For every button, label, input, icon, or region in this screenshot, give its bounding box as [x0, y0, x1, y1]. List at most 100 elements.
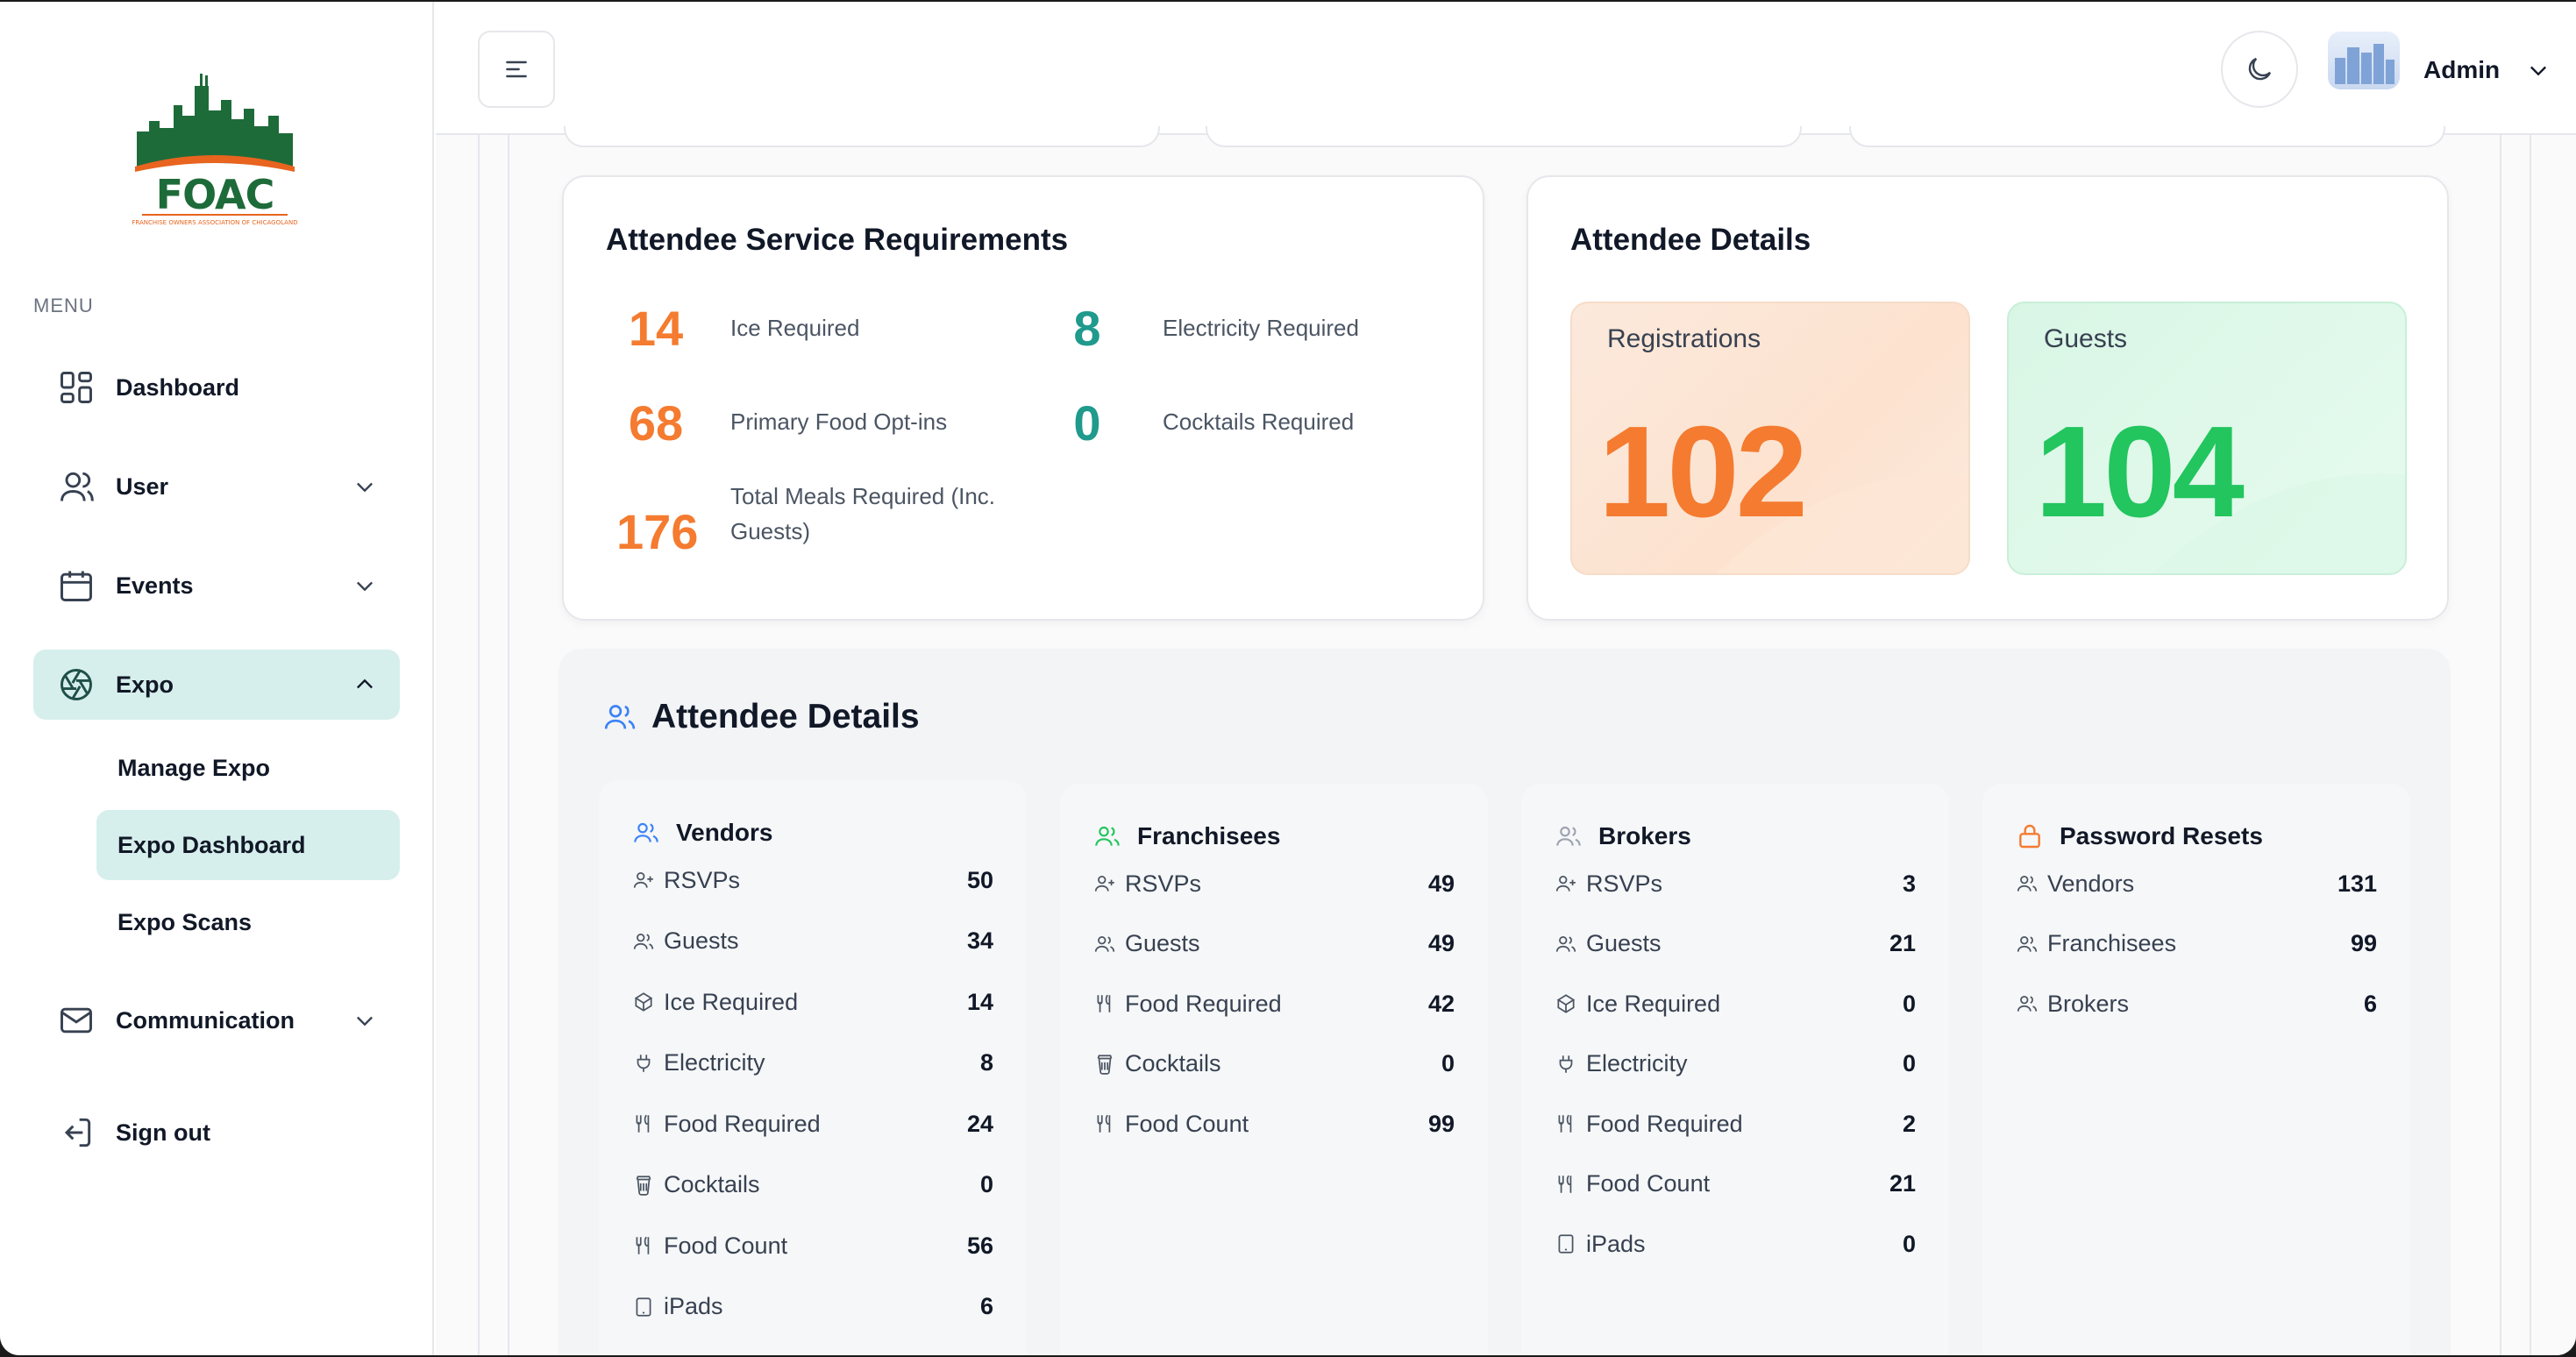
row-value: 2 [1902, 1110, 1916, 1137]
ice-icon [1556, 994, 1576, 1013]
sidebar-item-label: Dashboard [116, 373, 240, 401]
card-title: Attendee Service Requirements [606, 223, 1069, 257]
row-value: 6 [2363, 990, 2377, 1017]
cup-icon [636, 1175, 651, 1196]
stat-row: Ice Required 0 [1555, 986, 1916, 1021]
column-header: Brokers [1555, 822, 1691, 850]
user-plus-icon [633, 872, 653, 888]
stat-label: Total Meals Required (Inc. Guests) [730, 483, 996, 544]
menu-toggle-button[interactable] [478, 31, 555, 108]
row-label: Guests [1125, 930, 1200, 956]
hamburger-icon [506, 60, 527, 78]
attendee-details-panel: Attendee Details Vendors RSVPs 50 Guests 34… [559, 649, 2451, 1355]
frame-line [478, 135, 480, 1355]
row-label: Vendors [2047, 870, 2135, 897]
row-label: Cocktails [1125, 1050, 1221, 1076]
summary-card-edge [1206, 126, 1802, 147]
vendors-column: Vendors RSVPs 50 Guests 34 Ice Required 14 Ele… [599, 780, 1027, 1355]
sign-out-icon [56, 1112, 96, 1153]
avatar[interactable] [2328, 32, 2400, 89]
sidebar-subitem-manage-expo[interactable]: Manage Expo [117, 754, 271, 781]
row-value: 21 [1889, 1170, 1916, 1197]
user-menu-label[interactable]: Admin [2423, 56, 2501, 83]
column-header: Password Resets [2016, 822, 2263, 850]
stat-label: Cocktails Required [1163, 409, 1355, 435]
stat-row: Vendors 131 [2016, 866, 2377, 901]
column-title: Vendors [676, 819, 773, 846]
stat-value: 68 [628, 395, 684, 451]
column-header: Franchisees [1093, 822, 1280, 850]
main-content: Attendee Service Requirements 14 Ice Req… [436, 126, 2576, 1355]
utensils-icon [636, 1114, 650, 1133]
stat-row: RSVPs 49 [1093, 866, 1455, 901]
row-value: 14 [966, 988, 993, 1015]
stat-row: iPads 6 [632, 1290, 993, 1325]
stat-row: Cocktails 0 [1093, 1047, 1455, 1082]
stat-row: RSVPs 50 [632, 863, 993, 898]
menu-caption: MENU [33, 295, 94, 316]
stat-label: Ice Required [730, 315, 860, 341]
theme-toggle-button[interactable] [2221, 31, 2298, 108]
stat-label: Primary Food Opt-ins [730, 409, 948, 435]
users-icon [1095, 826, 1120, 846]
ice-icon [634, 992, 653, 1012]
stat-row: Food Required 24 [632, 1106, 993, 1141]
sidebar-item-expo[interactable]: Expo [33, 650, 400, 720]
row-label: RSVPs [1125, 870, 1202, 897]
row-value: 0 [1902, 990, 1916, 1017]
stat-row: iPads 0 [1555, 1226, 1916, 1261]
registrations-value: 102 [1598, 400, 1808, 544]
stat-row: Food Count 56 [632, 1228, 993, 1263]
registrations-label: Registrations [1607, 324, 1761, 353]
row-label: Food Required [1125, 990, 1282, 1017]
utensils-icon [1558, 1114, 1572, 1133]
stat-row: RSVPs 3 [1555, 866, 1916, 901]
tile-wave [2153, 473, 2405, 573]
users-icon [604, 705, 636, 729]
sidebar-item-dashboard[interactable]: Dashboard [33, 352, 400, 423]
sidebar-item-events[interactable]: Events [33, 551, 400, 621]
stat-value: 0 [1073, 395, 1101, 451]
moon-icon [2248, 57, 2272, 81]
sidebar-subitem-expo-dashboard[interactable]: Expo Dashboard [96, 810, 400, 880]
users-icon [2017, 876, 2038, 892]
row-label: Franchisees [2047, 930, 2177, 956]
sidebar-item-sign-out[interactable]: Sign out [33, 1098, 400, 1168]
franchisees-column: Franchisees RSVPs 49 Guests 49 Food Required… [1060, 784, 1488, 1355]
stat-row: Guests 49 [1093, 927, 1455, 962]
chevron-down-icon[interactable] [2526, 58, 2551, 82]
frame-line [508, 135, 509, 1355]
column-title: Franchisees [1137, 822, 1281, 849]
row-label: Ice Required [1586, 990, 1721, 1017]
row-value: 8 [979, 1049, 993, 1076]
utensils-icon [636, 1236, 650, 1254]
stat-row: Food Required 42 [1093, 986, 1455, 1021]
sidebar: FOAC FRANCHISE OWNERS ASSOCIATION OF CHI… [0, 2, 434, 1355]
stat-value: 176 [616, 504, 699, 559]
users-icon [2017, 935, 2038, 952]
sidebar-item-communication[interactable]: Communication [33, 985, 400, 1055]
row-label: RSVPs [1586, 870, 1663, 897]
attendee-details-card: Attendee Details Registrations 102 Guest… [1526, 175, 2449, 621]
aperture-icon [56, 664, 96, 705]
sidebar-item-label: Communication [116, 1006, 295, 1034]
row-value: 42 [1427, 990, 1455, 1017]
column-header: Vendors [632, 819, 772, 847]
sidebar-item-user[interactable]: User [33, 451, 400, 522]
chevron-down-icon [357, 1016, 373, 1027]
row-label: Guests [664, 927, 739, 954]
summary-card-edge [564, 126, 1160, 147]
dashboard-icon [56, 367, 96, 408]
row-value: 34 [966, 927, 993, 954]
row-value: 99 [1427, 1110, 1455, 1137]
column-title: Password Resets [2060, 822, 2263, 849]
frame-line [2500, 135, 2501, 1355]
guests-value: 104 [2035, 400, 2245, 544]
stat-row: Ice Required 14 [632, 984, 993, 1020]
password-resets-column: Password Resets Vendors 131 Franchisees 99 B… [1982, 784, 2410, 1355]
foac-logo[interactable]: FOAC FRANCHISE OWNERS ASSOCIATION OF CHI… [132, 70, 298, 228]
service-requirements-card: Attendee Service Requirements 14 Ice Req… [562, 175, 1484, 621]
stat-label: Electricity Required [1163, 315, 1359, 341]
brokers-column: Brokers RSVPs 3 Guests 21 Ice Required 0 Elect… [1521, 784, 1949, 1355]
sidebar-subitem-expo-scans[interactable]: Expo Scans [117, 908, 253, 935]
